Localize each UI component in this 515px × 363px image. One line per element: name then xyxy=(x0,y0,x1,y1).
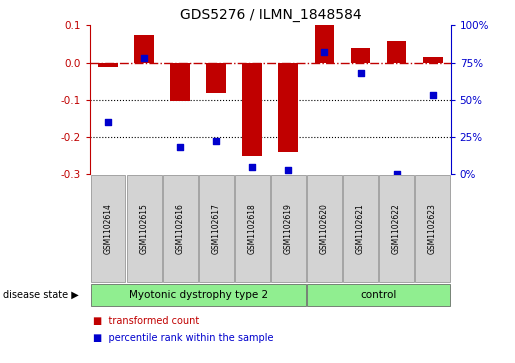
Text: GSM1102614: GSM1102614 xyxy=(104,203,113,254)
Point xyxy=(176,144,184,150)
FancyBboxPatch shape xyxy=(271,175,306,282)
FancyBboxPatch shape xyxy=(307,284,450,306)
FancyBboxPatch shape xyxy=(91,284,306,306)
Bar xyxy=(351,48,370,62)
FancyBboxPatch shape xyxy=(379,175,414,282)
Bar xyxy=(315,25,334,62)
Text: ■  transformed count: ■ transformed count xyxy=(93,316,199,326)
Bar xyxy=(387,41,406,62)
Text: GSM1102620: GSM1102620 xyxy=(320,203,329,254)
Text: GSM1102619: GSM1102619 xyxy=(284,203,293,254)
Text: ■  percentile rank within the sample: ■ percentile rank within the sample xyxy=(93,333,273,343)
Bar xyxy=(279,62,298,152)
Bar xyxy=(134,35,154,62)
FancyBboxPatch shape xyxy=(235,175,270,282)
FancyBboxPatch shape xyxy=(163,175,198,282)
FancyBboxPatch shape xyxy=(307,175,342,282)
Text: GSM1102616: GSM1102616 xyxy=(176,203,185,254)
Point xyxy=(428,93,437,98)
Point xyxy=(392,171,401,177)
Text: GSM1102622: GSM1102622 xyxy=(392,203,401,254)
Point xyxy=(140,55,148,61)
FancyBboxPatch shape xyxy=(415,175,450,282)
Point xyxy=(356,70,365,76)
Text: disease state ▶: disease state ▶ xyxy=(3,290,78,300)
Bar xyxy=(243,62,262,156)
Point xyxy=(104,119,112,125)
Bar xyxy=(98,62,118,67)
Text: GSM1102618: GSM1102618 xyxy=(248,203,257,254)
Text: GSM1102615: GSM1102615 xyxy=(140,203,149,254)
Bar xyxy=(423,57,442,62)
Text: GSM1102621: GSM1102621 xyxy=(356,203,365,254)
Bar xyxy=(207,62,226,93)
Text: Myotonic dystrophy type 2: Myotonic dystrophy type 2 xyxy=(129,290,268,300)
Point xyxy=(320,49,329,55)
Point xyxy=(248,164,256,170)
Text: control: control xyxy=(360,290,397,300)
Text: GSM1102617: GSM1102617 xyxy=(212,203,221,254)
Text: GSM1102623: GSM1102623 xyxy=(428,203,437,254)
Bar xyxy=(170,62,190,101)
FancyBboxPatch shape xyxy=(127,175,162,282)
Point xyxy=(212,139,220,144)
FancyBboxPatch shape xyxy=(91,175,126,282)
Title: GDS5276 / ILMN_1848584: GDS5276 / ILMN_1848584 xyxy=(180,8,361,22)
Point xyxy=(284,167,293,173)
FancyBboxPatch shape xyxy=(343,175,378,282)
FancyBboxPatch shape xyxy=(199,175,234,282)
